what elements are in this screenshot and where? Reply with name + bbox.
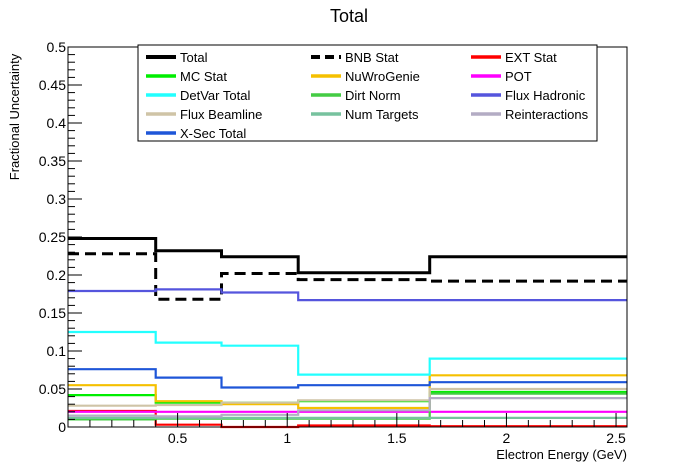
y-tick-label: 0 bbox=[58, 419, 66, 435]
x-tick-label: 1.5 bbox=[387, 430, 407, 446]
x-axis-label: Electron Energy (GeV) bbox=[496, 447, 627, 462]
y-tick-label: 0.4 bbox=[47, 115, 67, 131]
legend-label-dirt-norm: Dirt Norm bbox=[345, 88, 401, 103]
legend-label-ext-stat: EXT Stat bbox=[505, 50, 557, 65]
x-tick-label: 2 bbox=[503, 430, 511, 446]
series-line-x-sec-total bbox=[68, 368, 627, 389]
legend-label-mc-stat: MC Stat bbox=[180, 69, 227, 84]
series-line-detvar-total bbox=[68, 330, 627, 376]
series-line-bnb-stat bbox=[68, 252, 627, 301]
series-line-flux-hadronic bbox=[68, 288, 627, 302]
y-tick-label: 0.2 bbox=[47, 267, 67, 283]
legend-label-bnb-stat: BNB Stat bbox=[345, 50, 399, 65]
y-tick-label: 0.05 bbox=[39, 381, 66, 397]
y-tick-label: 0.25 bbox=[39, 229, 66, 245]
series-line-total bbox=[68, 237, 627, 275]
y-tick-label: 0.15 bbox=[39, 305, 66, 321]
y-tick-label: 0.35 bbox=[39, 153, 66, 169]
x-tick-label: 0.5 bbox=[168, 430, 188, 446]
legend-label-reinteractions: Reinteractions bbox=[505, 107, 589, 122]
legend-label-detvar-total: DetVar Total bbox=[180, 88, 250, 103]
legend-label-x-sec-total: X-Sec Total bbox=[180, 126, 246, 141]
x-tick-label: 1 bbox=[283, 430, 291, 446]
y-tick-label: 0.3 bbox=[47, 191, 67, 207]
y-tick-label: 0.45 bbox=[39, 77, 66, 93]
legend: Total BNB Stat EXT Stat MC Stat NuWroGenie PO… bbox=[137, 44, 598, 142]
y-axis-label: Fractional Uncertainty bbox=[7, 53, 22, 180]
y-tick-label: 0.1 bbox=[47, 343, 67, 359]
x-tick-label: 2.5 bbox=[606, 430, 626, 446]
chart-title: Total bbox=[330, 6, 368, 26]
legend-label-nuwrogenie: NuWroGenie bbox=[345, 69, 420, 84]
legend-label-flux-hadronic: Flux Hadronic bbox=[505, 88, 586, 103]
legend-label-flux-beamline: Flux Beamline bbox=[180, 107, 262, 122]
legend-label-pot: POT bbox=[505, 69, 532, 84]
legend-label-total: Total bbox=[180, 50, 208, 65]
legend-label-num-targets: Num Targets bbox=[345, 107, 419, 122]
series-line-reinteractions bbox=[68, 397, 627, 418]
series-line-flux-beamline bbox=[68, 387, 627, 407]
y-tick-label: 0.5 bbox=[47, 39, 67, 55]
legend-box bbox=[137, 44, 598, 142]
